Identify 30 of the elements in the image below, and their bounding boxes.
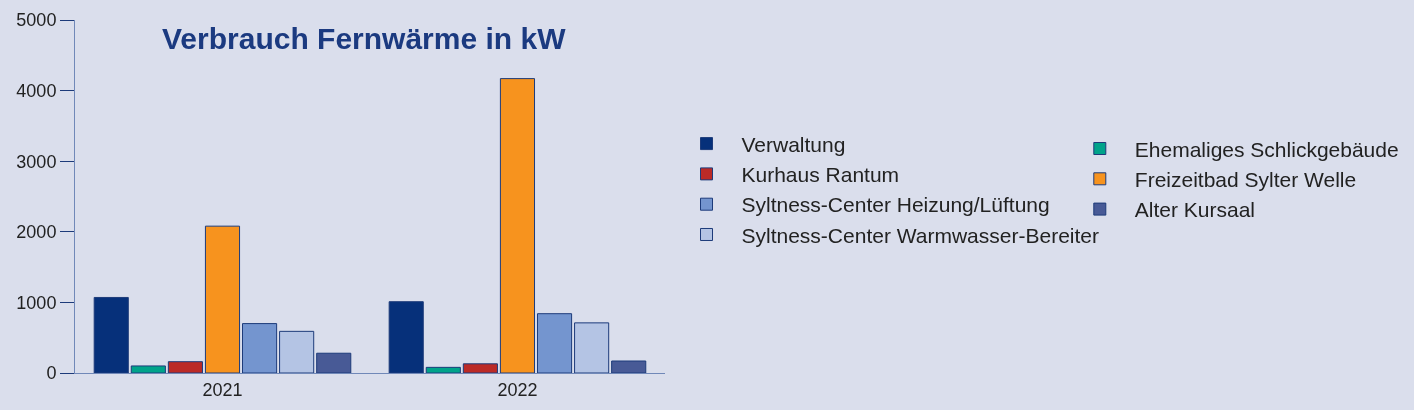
bar (425, 366, 461, 373)
bar (130, 365, 166, 373)
legend-label: Syltness-Center Heizung/Lüftung (741, 193, 1050, 217)
legend-label: Verwaltung (741, 132, 846, 156)
bar (574, 322, 610, 373)
bar (611, 360, 647, 373)
y-tick-label: 3000 (16, 151, 57, 172)
bar (93, 296, 129, 373)
y-tick-label: 4000 (16, 80, 57, 101)
bar (204, 225, 241, 373)
y-tick-label: 0 (46, 363, 57, 384)
bar (167, 361, 203, 373)
legend-label: Freizeitbad Sylter Welle (1134, 167, 1357, 191)
legend-label: Kurhaus Rantum (741, 163, 900, 187)
y-tick-label: 2000 (16, 222, 57, 243)
legend-label: Syltness-Center Warmwasser-Bereiter (741, 223, 1099, 247)
x-tick-label: 2021 (202, 379, 243, 400)
bar (536, 313, 573, 373)
y-tick-label: 1000 (16, 292, 57, 313)
chart-title: Verbrauch Fernwärme in kW (162, 22, 567, 55)
bar (279, 330, 315, 373)
x-tick-label: 2022 (497, 379, 538, 400)
bar (242, 323, 278, 373)
legend-label: Alter Kursaal (1134, 198, 1256, 222)
bar (388, 301, 424, 373)
bar (316, 352, 352, 373)
bar (499, 78, 536, 373)
legend-label: Ehemaliges Schlickgebäude (1134, 137, 1399, 161)
y-tick-label: 5000 (16, 10, 57, 31)
bar (462, 363, 498, 373)
